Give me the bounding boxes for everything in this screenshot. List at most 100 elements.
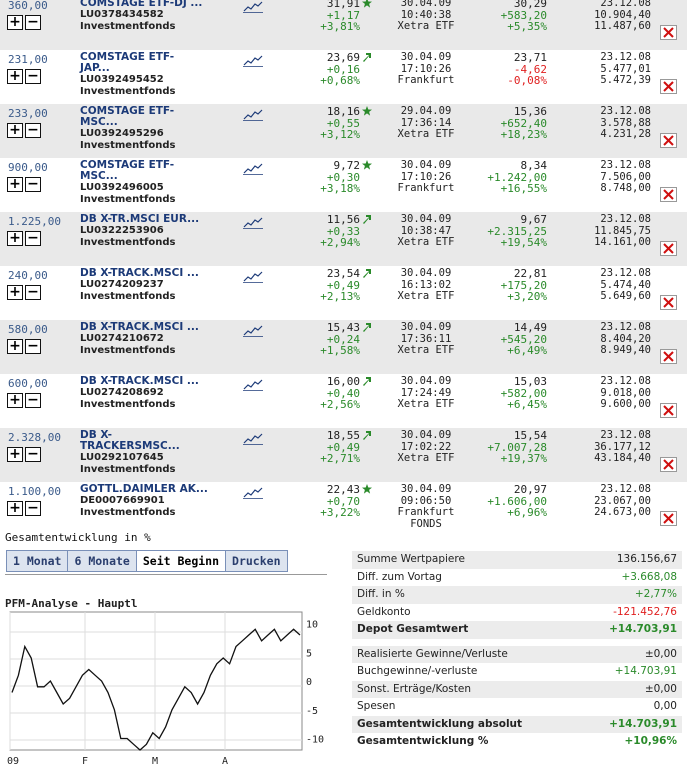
exchange: Xetra ETF [397,236,455,248]
delete-icon[interactable] [660,241,677,256]
buy-info: 14,49 +545,20 +6,49% [472,322,547,357]
product-type: Investmentfonds [80,507,176,518]
trend-chart-icon[interactable] [243,217,263,229]
minus-icon[interactable]: − [25,447,41,462]
current-price: 11,56 +0,33 +2,94% [300,214,371,249]
current-value: 24.673,00 [594,506,651,518]
minus-icon[interactable]: − [25,393,41,408]
trend-chart-icon[interactable] [243,325,263,337]
buy-price: 20,97 [513,483,547,496]
delete-icon[interactable] [660,403,677,418]
delete-icon[interactable] [660,511,677,526]
delete-icon[interactable] [660,349,677,364]
buy-info: 15,36 +652,40 +18,23% [472,106,547,141]
security-name-line1[interactable]: COMSTAGE ETF- [80,159,175,171]
security-name[interactable]: COMSTAGE ETF-DJ ... [80,0,203,9]
security-name-line1[interactable]: COMSTAGE ETF- [80,105,175,117]
trend-chart-icon[interactable] [243,271,263,283]
security-name-line1[interactable]: COMSTAGE ETF- [80,51,175,63]
quote-date: 30.04.09 [400,159,452,171]
buy-value: 8.404,20 [600,332,651,345]
minus-icon[interactable]: − [25,231,41,246]
minus-icon[interactable]: − [25,123,41,138]
security-name-line2[interactable]: JAP... [80,62,110,74]
delete-icon[interactable] [660,79,677,94]
tab-6-monate[interactable]: 6 Monate [68,551,137,571]
security-name[interactable]: DB X-TR.MSCI EUR... [80,213,200,225]
plus-icon[interactable]: + [7,501,23,516]
trend-chart-icon[interactable] [243,379,263,391]
trend-chart-icon[interactable] [243,1,263,13]
minus-icon[interactable]: − [25,15,41,30]
trend-chart-icon[interactable] [243,433,263,445]
chart-title: PFM-Analyse - Hauptl [5,597,138,610]
minus-icon[interactable]: − [25,69,41,84]
summary-row: Summe Wertpapiere 136.156,67 [352,551,682,569]
trend-chart-icon[interactable] [243,109,263,121]
trend-chart-icon[interactable] [243,55,263,67]
security-name[interactable]: DB X-TRACK.MSCI ... [80,321,199,333]
plus-icon[interactable]: + [7,177,23,192]
minus-icon[interactable]: − [25,339,41,354]
current-price: 18,16 +0,55 +3,12% [300,106,372,141]
gain-abs: +583,20 [500,8,547,22]
security-name[interactable]: DB X-TRACK.MSCI ... [80,375,199,387]
isin: LU0274209237 [80,279,164,290]
table-row: 360,00 + − COMSTAGE ETF-DJ ... LU0378434… [0,0,687,50]
security-name-line2[interactable]: TRACKERSMSC... [80,440,180,452]
star-icon [362,484,372,494]
value-info: 23.12.08 7.506,00 8.748,00 [568,159,651,195]
plus-icon[interactable]: + [7,231,23,246]
quantity-stepper: + − [7,339,41,354]
tab-1-monat[interactable]: 1 Monat [7,551,69,571]
security-name-line2[interactable]: MSC... [80,170,118,182]
delete-icon[interactable] [660,295,677,310]
delete-icon[interactable] [660,457,677,472]
plus-icon[interactable]: + [7,69,23,84]
gain-pct: +6,45% [507,398,547,411]
plus-icon[interactable]: + [7,393,23,408]
price: 23,54 [326,267,360,280]
current-value: 5.472,39 [600,74,651,86]
y-tick-label: -10 [306,735,324,746]
delete-icon[interactable] [660,25,677,40]
trend-chart-icon[interactable] [243,487,263,499]
security-name[interactable]: DB X-TRACK.MSCI ... [80,267,199,279]
quantity-stepper: + − [7,231,41,246]
buy-info: 23,71 -4,62 -0,08% [472,52,547,87]
exchange-sub: FONDS [410,517,442,530]
delete-icon[interactable] [660,187,677,202]
current-value: 11.487,60 [594,20,651,32]
buy-price: 9,67 [520,213,548,226]
plus-icon[interactable]: + [7,15,23,30]
tab-drucken[interactable]: Drucken [226,551,287,571]
table-row: 600,00 + − DB X-TRACK.MSCI ... LU0274208… [0,374,687,428]
security-name-line1[interactable]: DB X- [80,429,112,441]
buy-value: 23.067,00 [594,494,651,507]
buy-price: 15,36 [513,105,547,118]
minus-icon[interactable]: − [25,501,41,516]
gain-pct: +3,20% [507,290,547,303]
isin: DE0007669901 [80,495,165,506]
plus-icon[interactable]: + [7,447,23,462]
exchange: Xetra ETF [397,452,455,464]
buy-info: 9,67 +2.315,25 +19,54% [472,214,547,249]
buy-price: 23,71 [513,51,547,64]
delete-icon[interactable] [660,133,677,148]
exchange: Xetra ETF [397,398,455,410]
summary-value: 0,00 [653,700,677,712]
x-tick-label: M [152,756,158,767]
buy-value: 10.904,40 [594,8,651,21]
trend-chart-icon[interactable] [243,163,263,175]
minus-icon[interactable]: − [25,285,41,300]
isin: LU0274210672 [80,333,164,344]
gain-pct: +18,23% [500,128,547,141]
tab-seit-beginn[interactable]: Seit Beginn [136,551,227,571]
plus-icon[interactable]: + [7,285,23,300]
minus-icon[interactable]: − [25,177,41,192]
plus-icon[interactable]: + [7,123,23,138]
security-name-line2[interactable]: MSC... [80,116,118,128]
plus-icon[interactable]: + [7,339,23,354]
security-name[interactable]: GOTTL.DAIMLER AK... [80,483,208,495]
summary-value: ±0,00 [644,647,677,660]
